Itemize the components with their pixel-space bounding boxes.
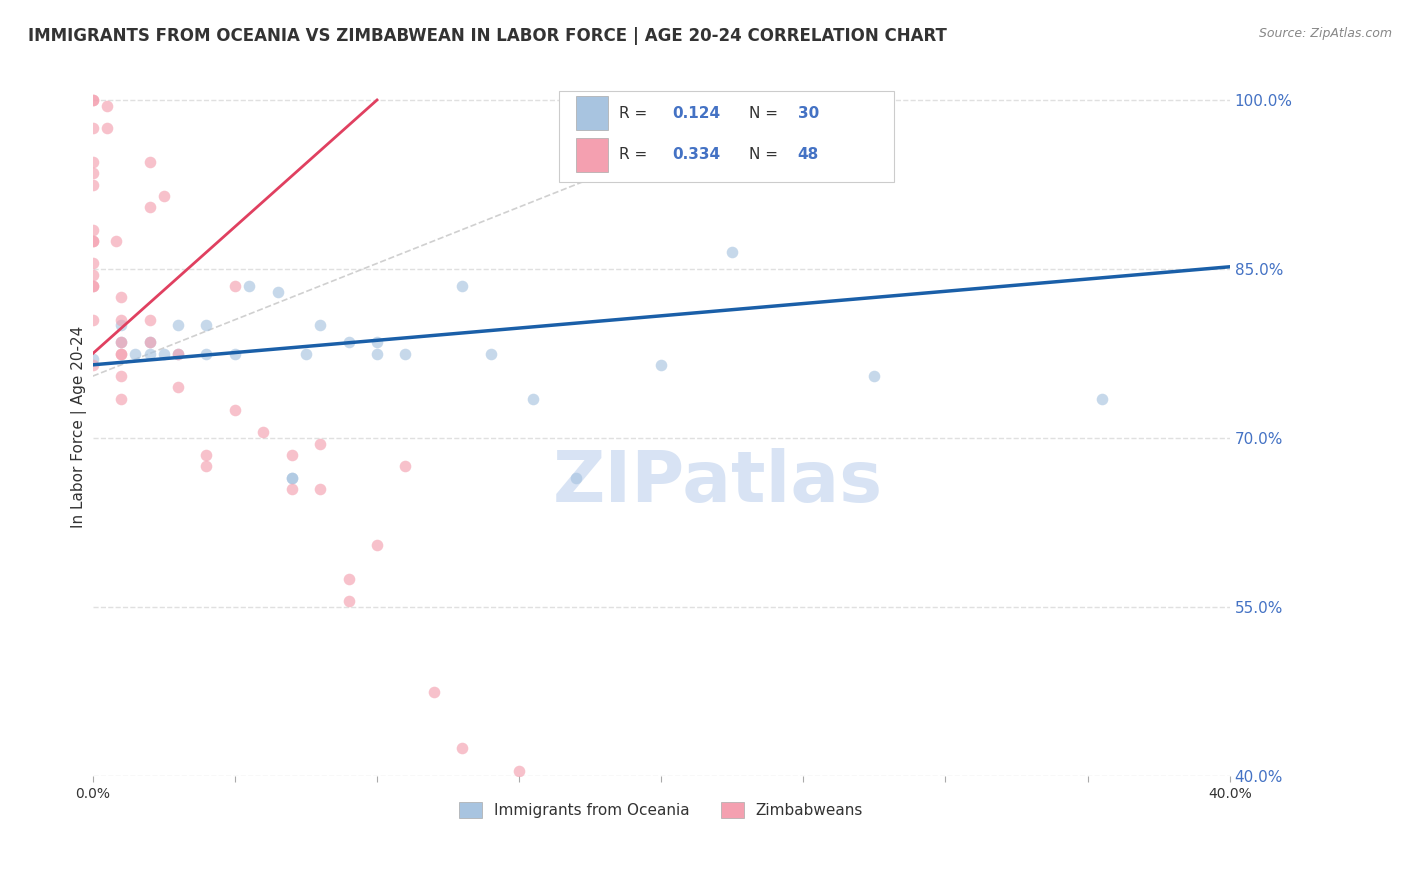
Point [110, 335, 132, 350]
Point [82, 234, 104, 248]
Point [281, 482, 304, 496]
Point [82, 279, 104, 293]
Point [82, 256, 104, 270]
Text: ZIPatlas: ZIPatlas [553, 448, 883, 517]
Point [281, 470, 304, 484]
Point [82, 312, 104, 326]
Point [366, 335, 388, 350]
Point [167, 380, 190, 394]
Point [195, 318, 218, 333]
Point [124, 346, 146, 360]
Point [366, 538, 388, 552]
Point [110, 346, 132, 360]
Point [82, 222, 104, 236]
Point [104, 234, 127, 248]
Point [82, 166, 104, 180]
Point [110, 290, 132, 304]
Point [82, 279, 104, 293]
Point [195, 346, 218, 360]
Point [167, 318, 190, 333]
Point [82, 155, 104, 169]
Point [423, 684, 446, 698]
Text: 0.334: 0.334 [672, 147, 721, 162]
Point [721, 245, 744, 260]
Point [238, 279, 260, 293]
Point [82, 121, 104, 136]
Point [195, 459, 218, 474]
Point [281, 470, 304, 484]
Text: Source: ZipAtlas.com: Source: ZipAtlas.com [1258, 27, 1392, 40]
Point [1091, 392, 1114, 406]
Point [451, 741, 474, 756]
Point [295, 346, 318, 360]
Text: N =: N = [749, 147, 783, 162]
Point [167, 346, 190, 360]
Point [110, 346, 132, 360]
Point [110, 335, 132, 350]
Point [138, 335, 160, 350]
Point [337, 335, 360, 350]
Point [82, 93, 104, 107]
Point [110, 369, 132, 384]
Point [138, 312, 160, 326]
Point [508, 764, 530, 778]
Point [309, 482, 332, 496]
Point [96, 98, 118, 112]
Point [266, 285, 288, 299]
Point [110, 392, 132, 406]
Point [309, 318, 332, 333]
Point [366, 346, 388, 360]
Point [650, 358, 672, 372]
Text: R =: R = [619, 105, 652, 120]
Text: IMMIGRANTS FROM OCEANIA VS ZIMBABWEAN IN LABOR FORCE | AGE 20-24 CORRELATION CHA: IMMIGRANTS FROM OCEANIA VS ZIMBABWEAN IN… [28, 27, 948, 45]
Point [138, 335, 160, 350]
Point [82, 352, 104, 367]
Point [195, 448, 218, 462]
Point [337, 594, 360, 608]
Point [82, 234, 104, 248]
Point [224, 279, 246, 293]
Point [138, 200, 160, 214]
Text: 0.124: 0.124 [672, 105, 721, 120]
Point [224, 403, 246, 417]
Point [110, 312, 132, 326]
Text: 30: 30 [797, 105, 818, 120]
Point [138, 155, 160, 169]
Point [394, 459, 416, 474]
FancyBboxPatch shape [560, 91, 894, 182]
Point [167, 346, 190, 360]
Point [337, 572, 360, 586]
Point [82, 178, 104, 192]
Bar [576, 138, 607, 172]
Point [153, 188, 176, 202]
Point [110, 318, 132, 333]
Point [138, 346, 160, 360]
Point [394, 346, 416, 360]
Y-axis label: In Labor Force | Age 20-24: In Labor Force | Age 20-24 [72, 326, 87, 528]
Text: N =: N = [749, 105, 783, 120]
Point [252, 425, 274, 440]
Point [82, 358, 104, 372]
Point [479, 346, 502, 360]
Point [82, 268, 104, 282]
Point [309, 436, 332, 450]
Legend: Immigrants from Oceania, Zimbabweans: Immigrants from Oceania, Zimbabweans [453, 797, 869, 824]
Point [863, 369, 886, 384]
Point [565, 470, 588, 484]
Point [281, 448, 304, 462]
Point [224, 346, 246, 360]
Point [451, 279, 474, 293]
Point [82, 93, 104, 107]
Point [96, 121, 118, 136]
Point [522, 392, 544, 406]
Text: R =: R = [619, 147, 652, 162]
Bar [576, 96, 607, 130]
Point [153, 346, 176, 360]
Text: 48: 48 [797, 147, 818, 162]
